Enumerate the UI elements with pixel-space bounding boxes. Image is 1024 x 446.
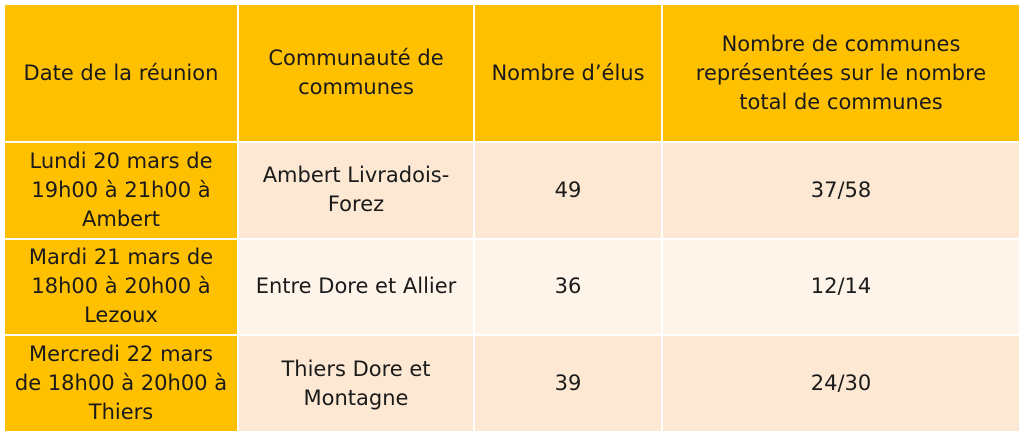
header-elus: Nombre d’élus (473, 3, 663, 143)
cell-communes: 12/14 (661, 237, 1021, 337)
table-row: Lundi 20 mars de 19h00 à 21h00 à Ambert … (3, 141, 1021, 240)
table-row: Mercredi 22 mars de 18h00 à 20h00 à Thie… (3, 334, 1021, 433)
header-date: Date de la réunion (3, 3, 239, 143)
cell-communes: 37/58 (661, 141, 1021, 240)
cell-elus: 49 (473, 141, 663, 240)
meetings-table-container: Date de la réunion Communauté de commune… (3, 3, 1021, 433)
table-header-row: Date de la réunion Communauté de commune… (3, 3, 1021, 143)
cell-communaute: Ambert Livradois-Forez (237, 141, 475, 240)
header-communaute: Communauté de communes (237, 3, 475, 143)
meetings-table: Date de la réunion Communauté de commune… (3, 3, 1021, 433)
cell-date: Mardi 21 mars de 18h00 à 20h00 à Lezoux (3, 237, 239, 337)
table-row: Mardi 21 mars de 18h00 à 20h00 à Lezoux … (3, 237, 1021, 337)
cell-date: Lundi 20 mars de 19h00 à 21h00 à Ambert (3, 141, 239, 240)
cell-date: Mercredi 22 mars de 18h00 à 20h00 à Thie… (3, 334, 239, 433)
cell-elus: 36 (473, 237, 663, 337)
cell-communaute: Thiers Dore et Montagne (237, 334, 475, 433)
cell-communaute: Entre Dore et Allier (237, 237, 475, 337)
header-communes: Nombre de communes représentées sur le n… (661, 3, 1021, 143)
cell-elus: 39 (473, 334, 663, 433)
cell-communes: 24/30 (661, 334, 1021, 433)
